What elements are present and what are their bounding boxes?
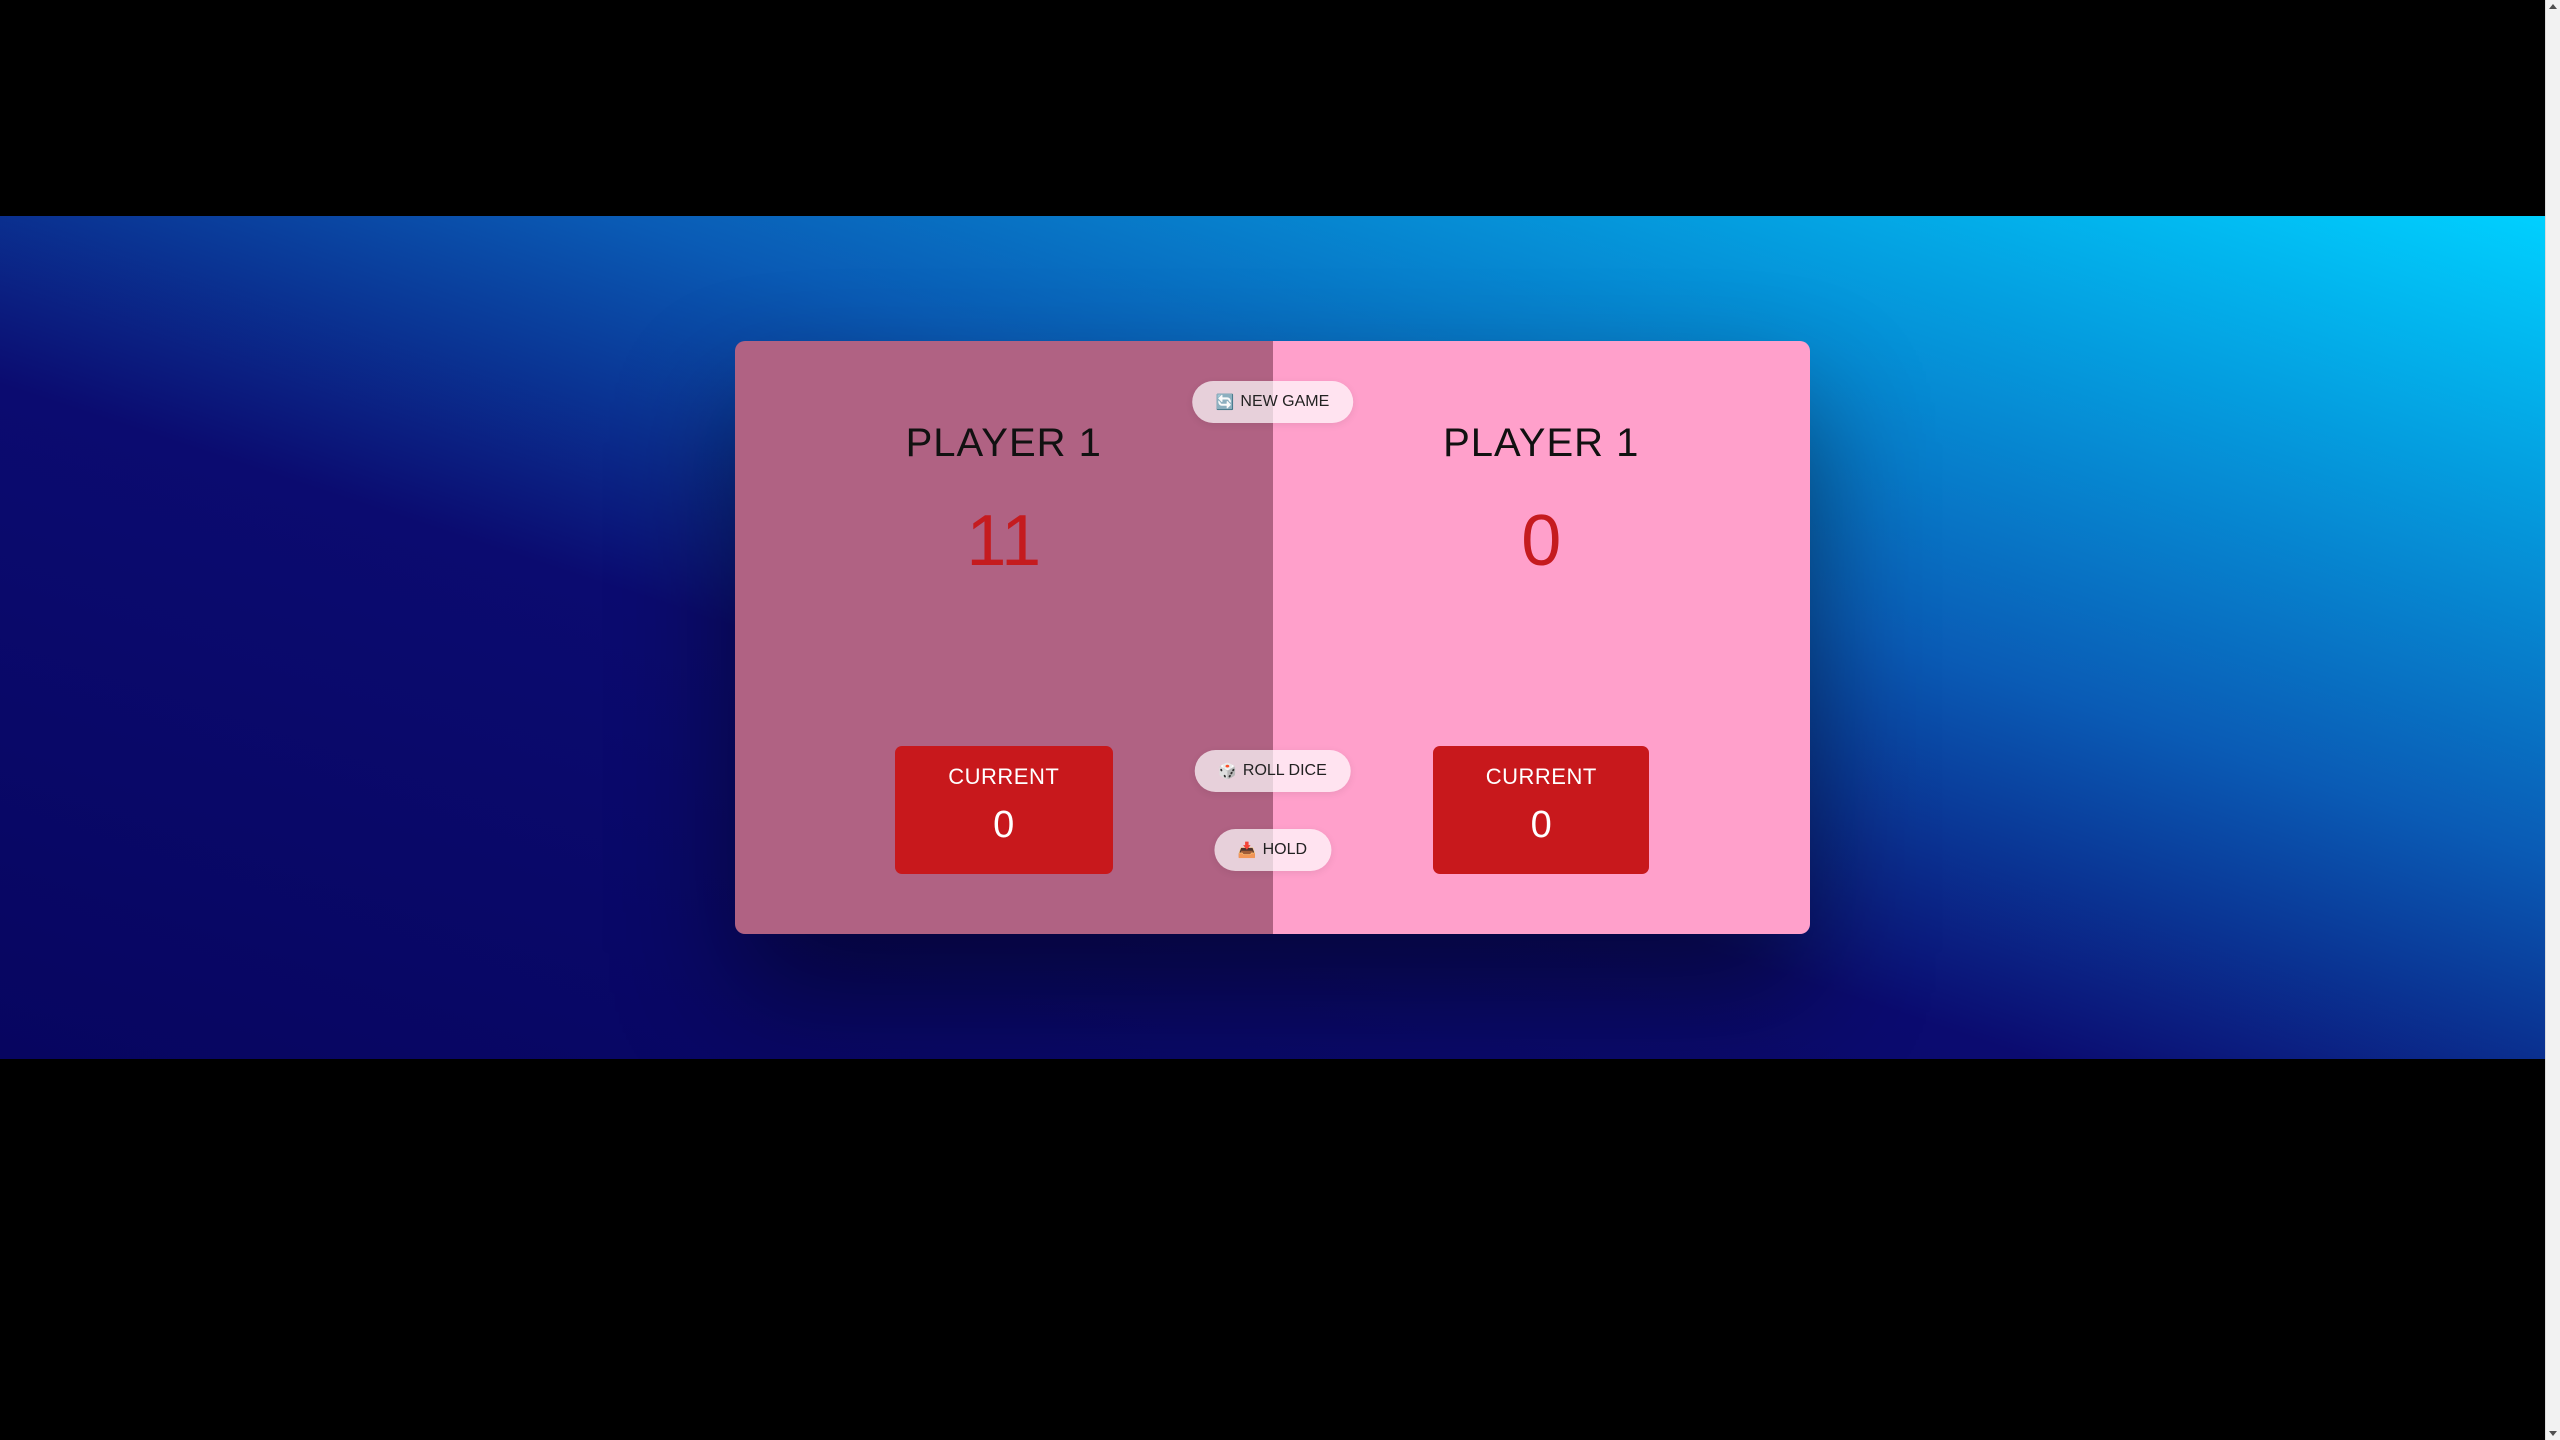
player-1-current-score: 0: [993, 804, 1015, 846]
new-game-label: NEW GAME: [1240, 393, 1330, 410]
player-2-current-box: CURRENT 0: [1433, 746, 1650, 874]
hold-button[interactable]: 📥 HOLD: [1213, 829, 1332, 871]
player-2-name: PLAYER 1: [1443, 421, 1640, 465]
player-2-total-score: 0: [1521, 501, 1562, 581]
player-2-current-score: 0: [1530, 804, 1552, 846]
game-board: PLAYER 1 11 CURRENT 0 PLAYER 1 0 CURRENT…: [735, 341, 1810, 934]
roll-dice-label: ROLL DICE: [1242, 762, 1327, 779]
player-2-current-label: CURRENT: [1485, 764, 1597, 789]
vertical-scrollbar[interactable]: [2545, 0, 2560, 1440]
hold-label: HOLD: [1262, 841, 1308, 858]
player-1-panel: PLAYER 1 11 CURRENT 0: [735, 341, 1273, 934]
hold-icon: 📥: [1237, 842, 1257, 859]
player-1-total-score: 11: [966, 501, 1042, 581]
player-1-current-label: CURRENT: [948, 764, 1060, 789]
player-1-name: PLAYER 1: [905, 421, 1102, 465]
player-1-current-box: CURRENT 0: [894, 746, 1113, 874]
scroll-up-arrow-icon[interactable]: [2549, 4, 2557, 9]
refresh-icon: 🔄: [1215, 394, 1235, 411]
new-game-button[interactable]: 🔄 NEW GAME: [1191, 381, 1354, 423]
player-2-panel: PLAYER 1 0 CURRENT 0: [1272, 341, 1810, 934]
dice-icon: 🎲: [1218, 763, 1237, 780]
roll-dice-button[interactable]: 🎲 ROLL DICE: [1194, 750, 1351, 792]
scroll-down-arrow-icon[interactable]: [2549, 1431, 2557, 1436]
